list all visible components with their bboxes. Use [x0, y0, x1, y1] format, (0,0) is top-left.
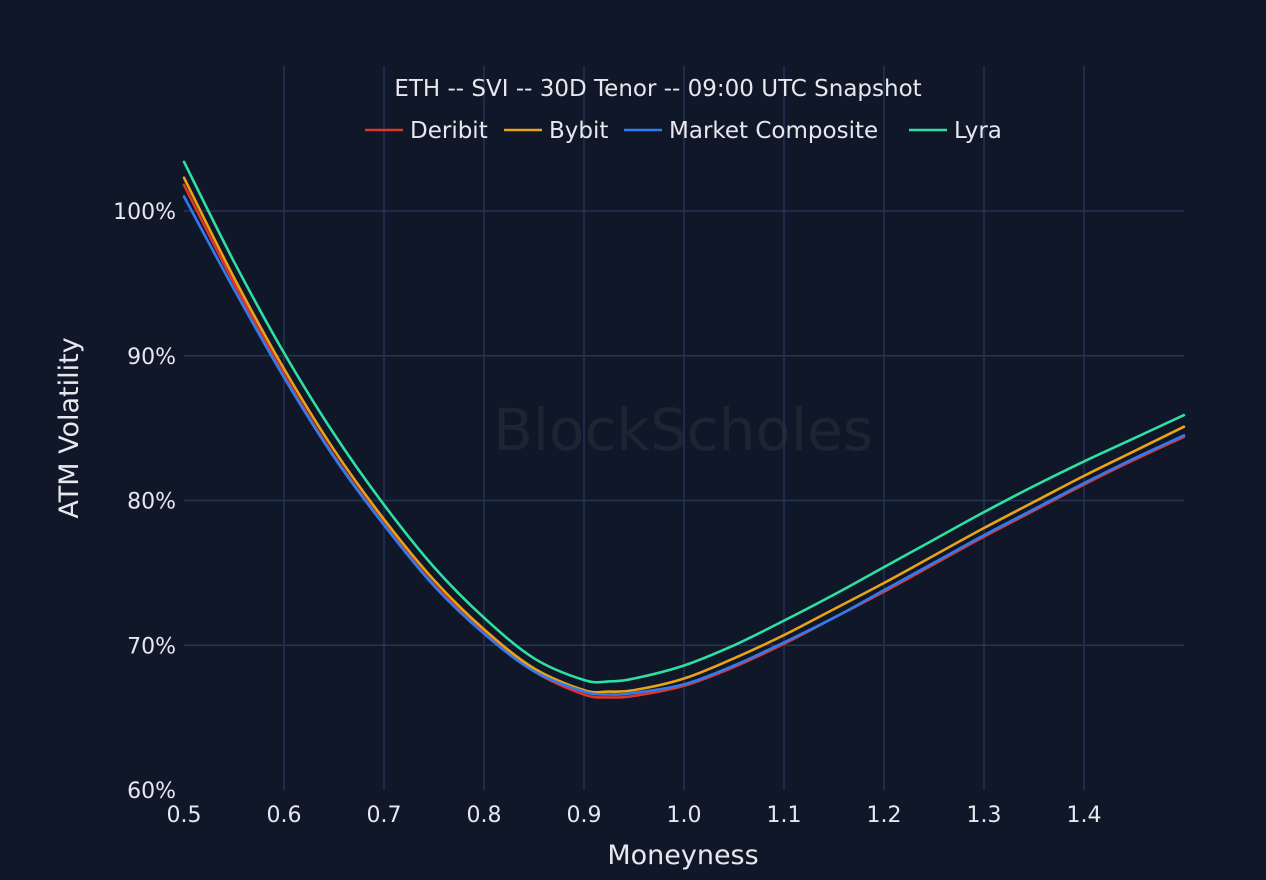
legend-label: Bybit: [549, 118, 608, 144]
x-tick-label: 1.2: [867, 803, 902, 828]
x-tick-label: 0.9: [567, 803, 602, 828]
y-tick-label: 90%: [127, 345, 176, 370]
legend[interactable]: Deribit Bybit Market Composite Lyra: [365, 118, 1002, 144]
legend-item-bybit[interactable]: Bybit: [504, 118, 608, 144]
x-tick-label: 1.4: [1067, 803, 1102, 828]
y-tick-labels: 60% 70% 80% 90% 100%: [113, 200, 176, 804]
series-line-market-composite[interactable]: [182, 195, 1186, 696]
series-line-lyra[interactable]: [182, 160, 1186, 684]
x-tick-labels: 0.5 0.6 0.7 0.8 0.9 1.0 1.1 1.2 1.3 1.4: [167, 803, 1102, 828]
legend-item-deribit[interactable]: Deribit: [365, 118, 488, 144]
y-axis-title: ATM Volatility: [54, 337, 85, 518]
x-axis-title: Moneyness: [607, 840, 758, 871]
legend-item-market-composite[interactable]: Market Composite: [624, 118, 878, 144]
legend-item-lyra[interactable]: Lyra: [909, 118, 1002, 144]
watermark: BlockScholes: [493, 396, 873, 464]
legend-label: Lyra: [954, 118, 1002, 144]
y-gridlines: [184, 210, 1184, 646]
x-gridlines: [283, 66, 1085, 790]
x-tick-label: 0.8: [467, 803, 502, 828]
chart-title: ETH -- SVI -- 30D Tenor -- 09:00 UTC Sna…: [394, 76, 921, 102]
x-tick-label: 1.1: [767, 803, 802, 828]
x-tick-label: 1.0: [667, 803, 702, 828]
series-lines: [182, 160, 1186, 699]
legend-label: Deribit: [410, 118, 488, 144]
x-tick-label: 1.3: [967, 803, 1002, 828]
y-tick-label: 100%: [113, 200, 176, 225]
y-tick-label: 80%: [127, 490, 176, 515]
series-line-bybit[interactable]: [182, 176, 1186, 694]
y-tick-label: 70%: [127, 634, 176, 659]
x-tick-label: 0.7: [367, 803, 402, 828]
x-tick-label: 0.6: [267, 803, 302, 828]
y-tick-label: 60%: [127, 779, 176, 804]
legend-label: Market Composite: [669, 118, 878, 144]
x-tick-label: 0.5: [167, 803, 202, 828]
